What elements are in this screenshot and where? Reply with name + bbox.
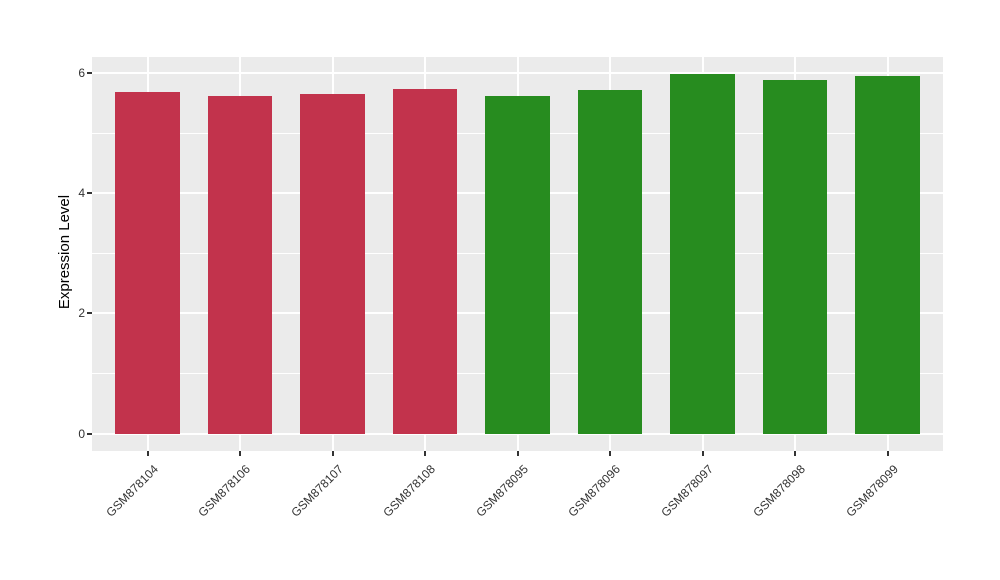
y-tick-mark bbox=[87, 312, 92, 315]
x-tick-mark bbox=[424, 451, 426, 456]
bar-GSM878106 bbox=[207, 96, 273, 434]
bar-GSM878097 bbox=[670, 74, 735, 434]
bar-GSM878099 bbox=[855, 76, 920, 434]
y-axis-title: Expression Level bbox=[56, 194, 73, 310]
bar-GSM878098 bbox=[762, 79, 828, 434]
bar-GSM878095 bbox=[485, 96, 550, 434]
x-tick-label: GSM878104 bbox=[102, 462, 161, 520]
plot-panel bbox=[92, 57, 943, 451]
y-tick-label: 6 bbox=[78, 66, 85, 81]
y-tick-label: 2 bbox=[78, 306, 85, 321]
y-tick-mark bbox=[87, 192, 92, 195]
x-tick-mark bbox=[146, 451, 149, 456]
y-tick-label: 0 bbox=[78, 426, 85, 441]
bar-GSM878107 bbox=[300, 94, 365, 434]
bar-GSM878096 bbox=[577, 90, 643, 434]
x-tick-mark bbox=[609, 451, 611, 456]
x-tick-mark bbox=[794, 451, 796, 456]
x-tick-mark bbox=[886, 451, 889, 456]
bar-GSM878108 bbox=[392, 89, 458, 434]
y-tick-mark bbox=[87, 432, 92, 435]
x-tick-mark bbox=[239, 451, 241, 456]
y-tick-mark bbox=[87, 72, 92, 75]
x-tick-mark bbox=[331, 451, 334, 456]
bar-GSM878104 bbox=[115, 92, 180, 434]
x-tick-mark bbox=[701, 451, 704, 456]
y-tick-label: 4 bbox=[78, 186, 85, 201]
x-tick-mark bbox=[516, 451, 519, 456]
